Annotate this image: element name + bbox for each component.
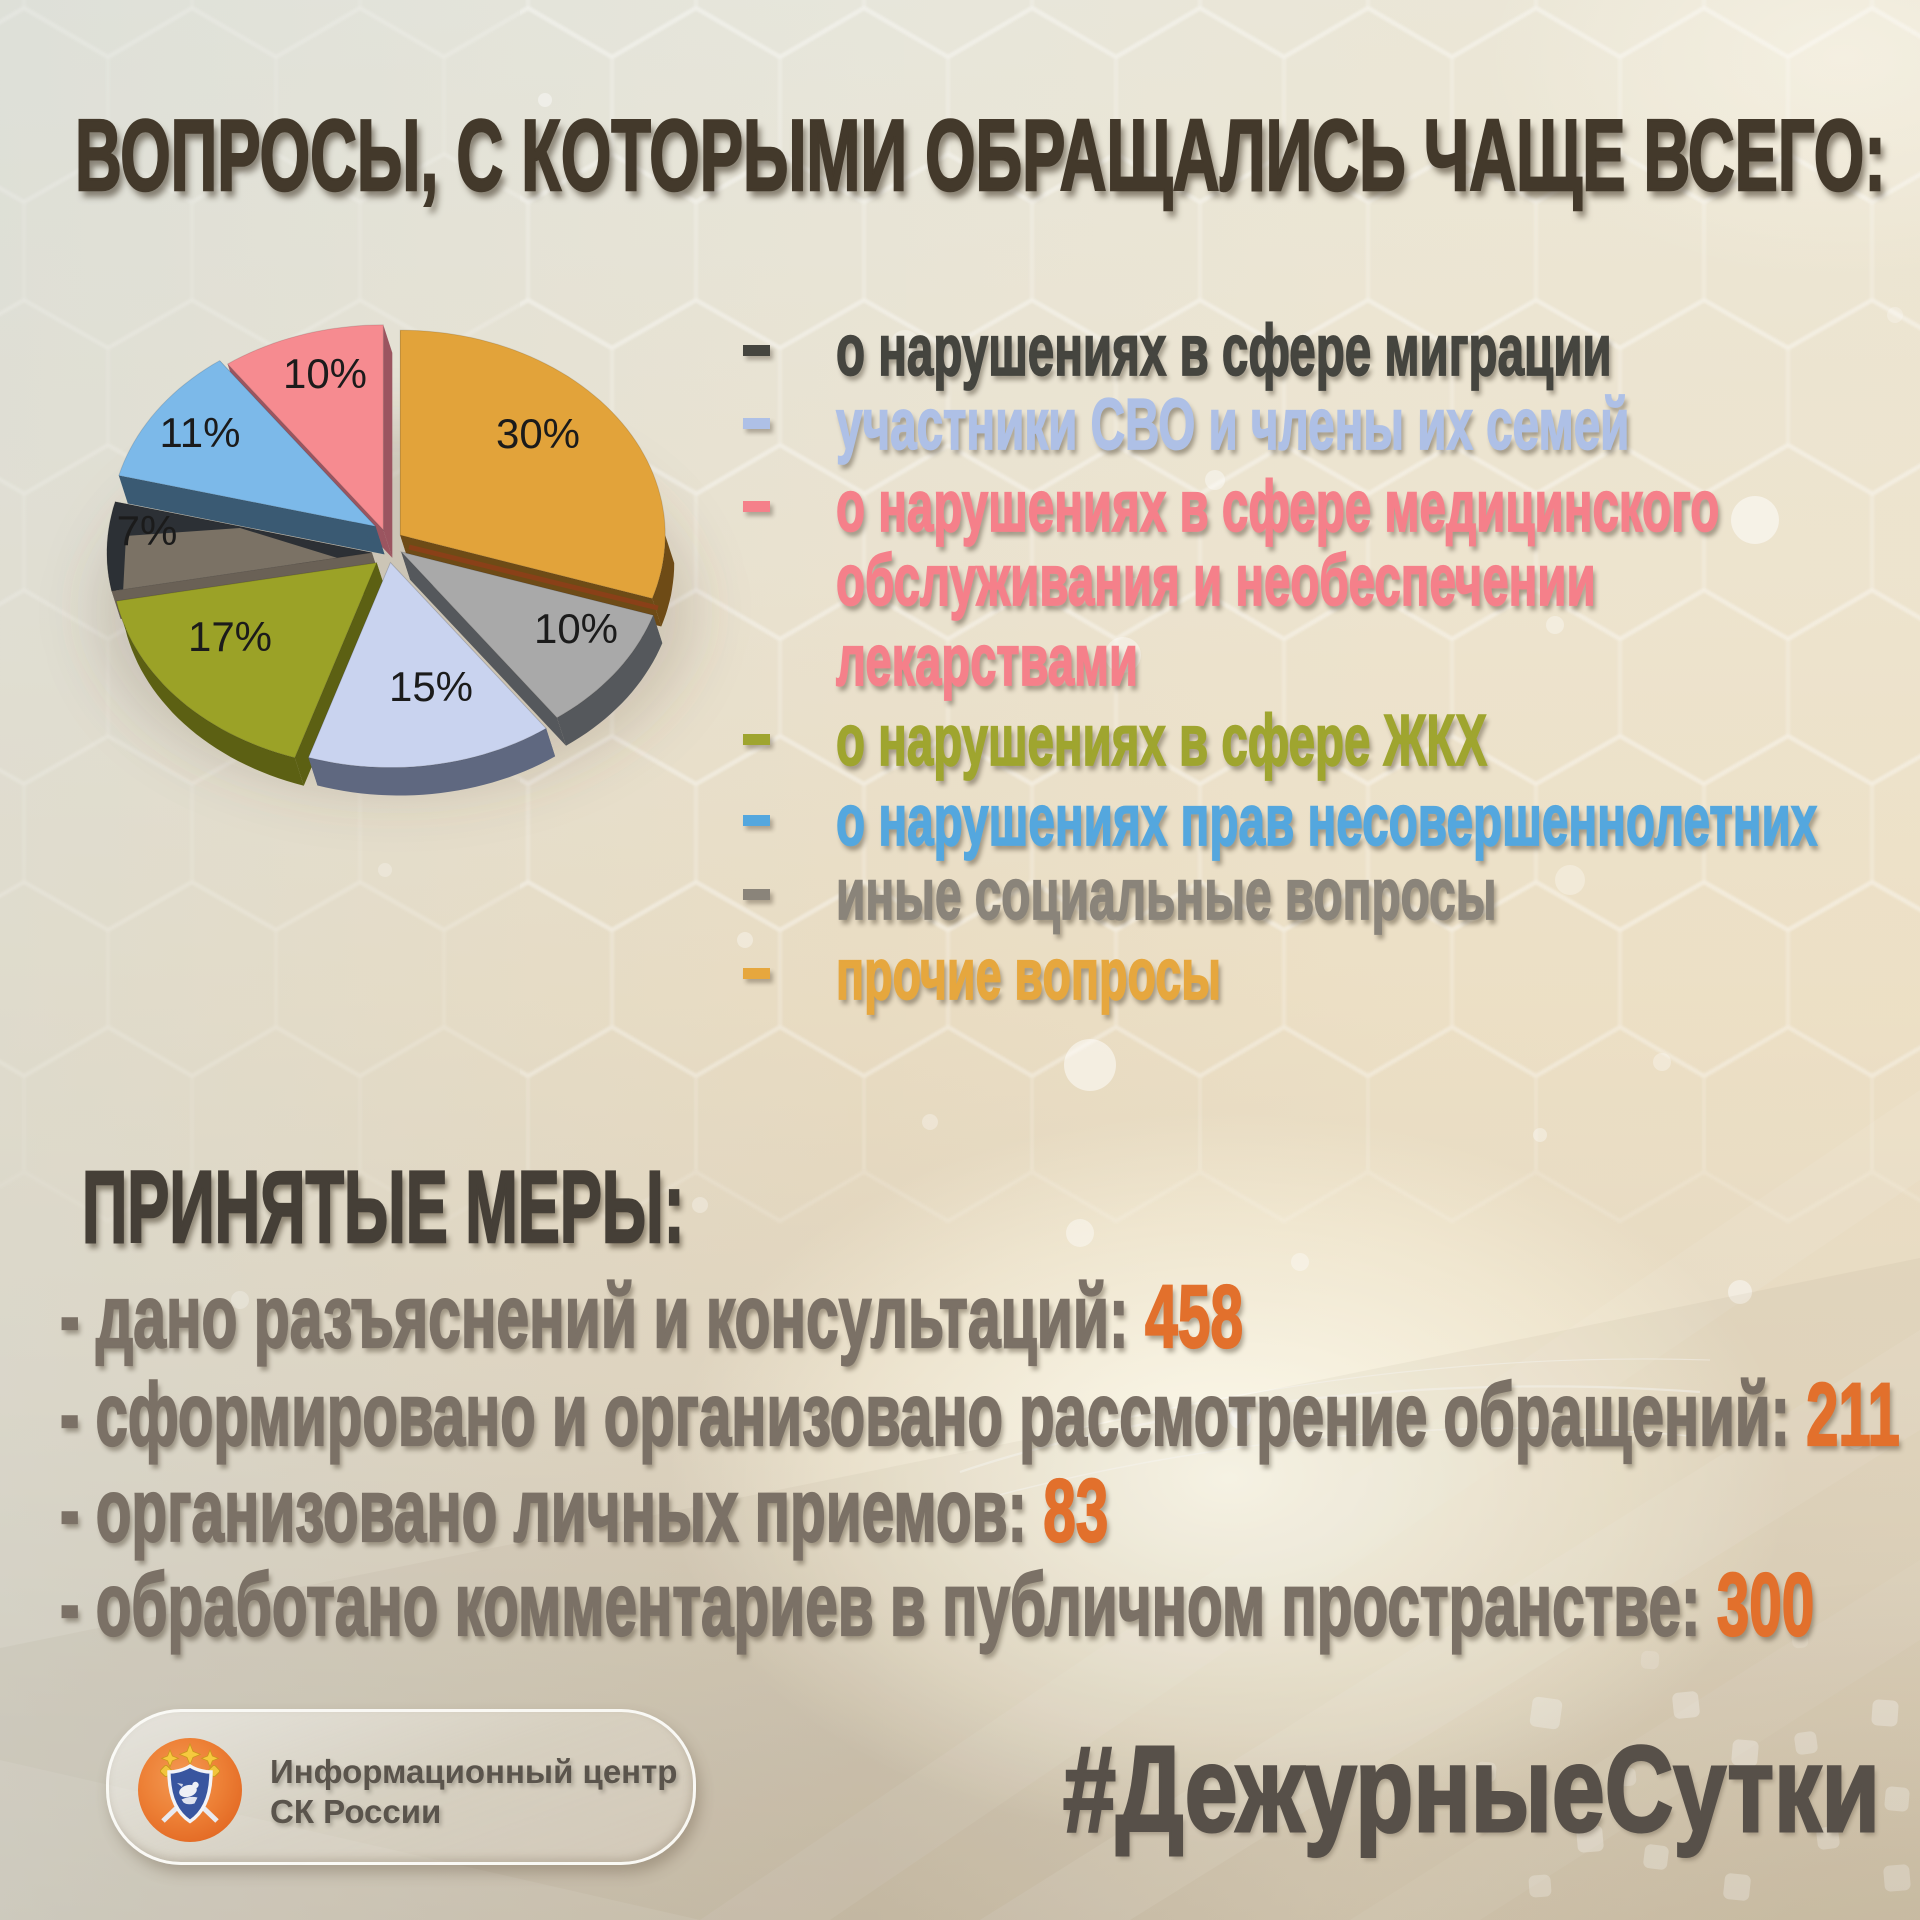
svg-text:11%: 11% — [160, 409, 241, 456]
svg-text:10%: 10% — [283, 350, 367, 397]
svg-text:17%: 17% — [188, 613, 272, 660]
svg-text:10%: 10% — [534, 605, 618, 652]
svg-text:30%: 30% — [496, 410, 580, 457]
svg-text:7%: 7% — [117, 507, 178, 554]
svg-text:15%: 15% — [389, 663, 473, 710]
